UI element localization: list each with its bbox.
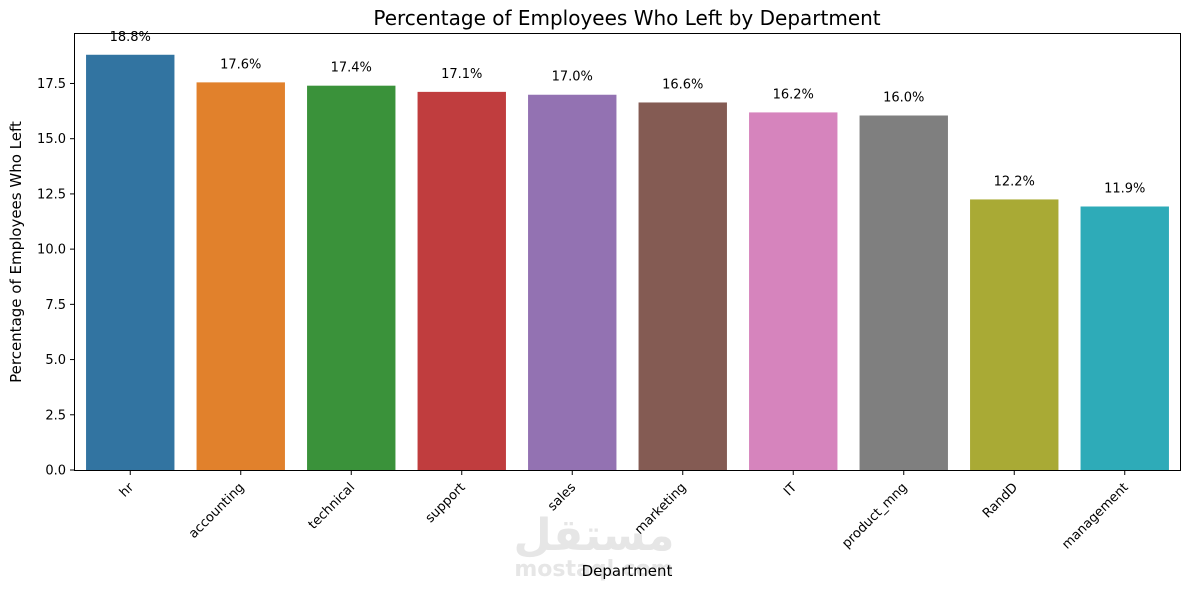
data-label-RandD: 12.2% (994, 174, 1035, 189)
x-tick-label: accounting (186, 480, 247, 541)
bar-sales (528, 94, 617, 470)
bar-support (417, 91, 506, 470)
bars-group: 18.8% 17.6% 17.4% 17.1% 17.0% 16.6% 16.2% 16.0%… (86, 30, 1169, 471)
x-tick-label: management (1059, 480, 1131, 552)
x-tick-label: RandD (980, 480, 1021, 521)
data-label-IT: 16.2% (773, 87, 814, 102)
x-axis-label: Department (582, 562, 673, 580)
y-tick-label: 17.5 (37, 77, 66, 92)
x-tick-label: IT (781, 480, 800, 499)
y-tick-label: 5.0 (45, 353, 66, 368)
data-label-technical: 17.4% (331, 61, 372, 76)
data-label-hr: 18.8% (110, 30, 151, 45)
y-axis-label: Percentage of Employees Who Left (7, 121, 25, 383)
y-tick-label: 7.5 (45, 298, 66, 313)
y-tick-label: 10.0 (37, 243, 66, 258)
x-tick-label: hr (117, 480, 138, 501)
data-label-sales: 17.0% (552, 70, 593, 85)
watermark-sub: mostaql.com (514, 557, 673, 582)
chart-title: Percentage of Employees Who Left by Depa… (373, 6, 880, 30)
bar-technical (307, 85, 396, 470)
bar-accounting (196, 82, 285, 470)
y-tick-label: 15.0 (37, 132, 66, 147)
y-axis: 0.0 2.5 5.0 7.5 10.0 12.5 15.0 17.5 (37, 77, 75, 479)
y-tick-label: 0.0 (45, 464, 66, 479)
bar-RandD (970, 199, 1059, 470)
data-label-product_mng: 16.0% (883, 91, 924, 106)
bar-IT (749, 112, 838, 470)
watermark-main: مستقل (514, 510, 675, 561)
data-label-management: 11.9% (1104, 182, 1145, 197)
data-label-accounting: 17.6% (220, 57, 261, 72)
data-label-support: 17.1% (441, 67, 482, 82)
watermark: مستقل mostaql.com (514, 510, 675, 582)
bar-hr (86, 54, 175, 471)
data-label-marketing: 16.6% (662, 77, 703, 92)
y-tick-label: 2.5 (45, 408, 66, 423)
x-tick-label: support (423, 480, 469, 526)
bar-management (1080, 206, 1169, 471)
x-tick-label: technical (306, 480, 358, 532)
x-tick-label: product_mng (839, 480, 910, 551)
plot-frame (74, 33, 1181, 471)
y-tick-label: 12.5 (37, 187, 66, 202)
bar-marketing (638, 102, 727, 471)
bar-product_mng (859, 115, 948, 470)
